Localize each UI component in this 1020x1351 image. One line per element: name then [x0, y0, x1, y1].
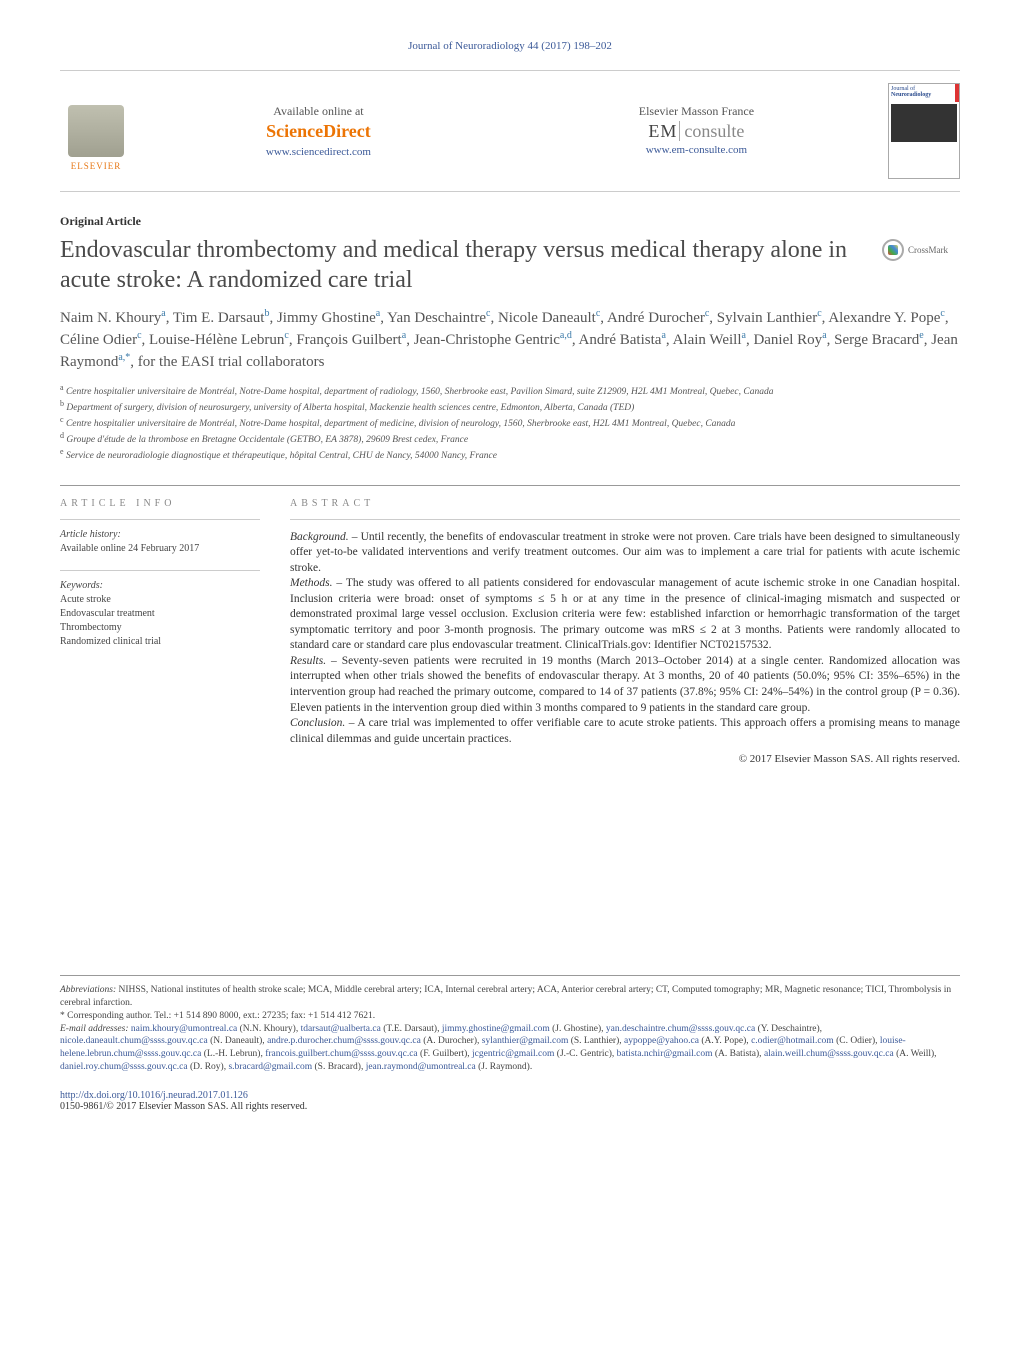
sciencedirect-logo: ScienceDirect: [266, 121, 371, 142]
email-who: (J.-C. Gentric),: [554, 1049, 614, 1059]
email-who: (A. Weill),: [894, 1049, 937, 1059]
abstract-copyright: © 2017 Elsevier Masson SAS. All rights r…: [290, 753, 960, 765]
masson-block: Elsevier Masson France EMconsulte www.em…: [639, 104, 754, 159]
email-link[interactable]: nicole.daneault.chum@ssss.gouv.qc.ca: [60, 1036, 208, 1046]
email-link[interactable]: tdarsaut@ualberta.ca: [301, 1024, 381, 1034]
article-info-column: article info Article history: Available …: [60, 486, 260, 765]
affiliation-line: a Centre hospitalier universitaire de Mo…: [60, 383, 960, 399]
email-who: (D. Roy),: [188, 1062, 227, 1072]
crossmark-label: CrossMark: [908, 245, 948, 255]
available-online-block: Available online at ScienceDirect www.sc…: [266, 104, 371, 159]
email-who: (T.E. Darsaut),: [381, 1024, 440, 1034]
abstract-section: Background. – Until recently, the benefi…: [290, 530, 960, 577]
email-link[interactable]: francois.guilbert.chum@ssss.gouv.qc.ca: [265, 1049, 417, 1059]
email-link[interactable]: yan.deschaintre.chum@ssss.gouv.qc.ca: [606, 1024, 755, 1034]
email-link[interactable]: aypoppe@yahoo.ca: [624, 1036, 699, 1046]
email-who: (N. Daneault),: [208, 1036, 265, 1046]
abstract-heading: abstract: [290, 498, 960, 509]
affiliation-line: d Groupe d'étude de la thrombose en Bret…: [60, 431, 960, 447]
keyword: Thrombectomy: [60, 621, 260, 635]
email-link[interactable]: jimmy.ghostine@gmail.com: [442, 1024, 550, 1034]
corresponding-text: Corresponding author. Tel.: +1 514 890 8…: [67, 1011, 375, 1021]
keywords-label: Keywords:: [60, 579, 260, 593]
affiliation-line: e Service de neuroradiologie diagnostiqu…: [60, 447, 960, 463]
sciencedirect-link[interactable]: www.sciencedirect.com: [266, 146, 371, 158]
email-link[interactable]: alain.weill.chum@ssss.gouv.qc.ca: [764, 1049, 894, 1059]
email-link[interactable]: naim.khoury@umontreal.ca: [131, 1024, 237, 1034]
journal-cover-thumbnail: Journal of Neuroradiology: [888, 83, 960, 179]
footnotes: Abbreviations: NIHSS, National institute…: [60, 976, 960, 1074]
email-link[interactable]: s.bracard@gmail.com: [228, 1062, 312, 1072]
abbrev-text: NIHSS, National institutes of health str…: [60, 985, 951, 1008]
header-band: ELSEVIER Available online at ScienceDire…: [60, 70, 960, 192]
email-link[interactable]: sylanthier@gmail.com: [482, 1036, 569, 1046]
cover-image-icon: [891, 104, 957, 142]
crossmark-icon: [882, 239, 904, 261]
em-logo-em: EM: [648, 121, 677, 141]
abstract-section: Conclusion. – A care trial was implement…: [290, 716, 960, 747]
doi-block: http://dx.doi.org/10.1016/j.neurad.2017.…: [60, 1090, 960, 1112]
email-who: (L.-H. Lebrun),: [201, 1049, 262, 1059]
elsevier-label: ELSEVIER: [71, 161, 122, 171]
article-type: Original Article: [60, 214, 960, 229]
em-consulte-link[interactable]: www.em-consulte.com: [646, 144, 747, 156]
email-who: (S. Bracard),: [312, 1062, 363, 1072]
abbrev-label: Abbreviations:: [60, 985, 116, 995]
abstract-section: Results. – Seventy-seven patients were r…: [290, 654, 960, 716]
article-title: Endovascular thrombectomy and medical th…: [60, 235, 872, 295]
journal-reference: Journal of Neuroradiology 44 (2017) 198–…: [60, 40, 960, 52]
affiliations: a Centre hospitalier universitaire de Mo…: [60, 383, 960, 463]
keyword: Acute stroke: [60, 593, 260, 607]
masson-label: Elsevier Masson France: [639, 104, 754, 119]
email-who: (A. Durocher),: [421, 1036, 480, 1046]
affiliation-line: c Centre hospitalier universitaire de Mo…: [60, 415, 960, 431]
available-label: Available online at: [266, 104, 371, 119]
email-link[interactable]: jean.raymond@umontreal.ca: [366, 1062, 476, 1072]
keyword: Endovascular treatment: [60, 607, 260, 621]
email-who: (S. Lanthier),: [568, 1036, 621, 1046]
email-link[interactable]: andre.p.durocher.chum@ssss.gouv.qc.ca: [267, 1036, 421, 1046]
keyword: Randomized clinical trial: [60, 635, 260, 649]
cover-title2: Neuroradiology: [891, 92, 957, 98]
author-list: Naim N. Khourya, Tim E. Darsautb, Jimmy …: [60, 307, 960, 373]
email-who: (J. Raymond).: [476, 1062, 532, 1072]
emails-label: E-mail addresses:: [60, 1024, 129, 1034]
article-info-heading: article info: [60, 498, 260, 509]
email-who: (Y. Deschaintre),: [755, 1024, 822, 1034]
em-consulte-logo: EMconsulte: [639, 121, 754, 142]
email-who: (F. Guilbert),: [418, 1049, 470, 1059]
crossmark-badge[interactable]: CrossMark: [882, 239, 960, 261]
email-link[interactable]: daniel.roy.chum@ssss.gouv.qc.ca: [60, 1062, 188, 1072]
cover-stripe-icon: [955, 84, 959, 102]
email-who: (A. Batista),: [712, 1049, 761, 1059]
issn-line: 0150-9861/© 2017 Elsevier Masson SAS. Al…: [60, 1101, 307, 1112]
email-who: (J. Ghostine),: [550, 1024, 604, 1034]
email-who: (A.Y. Pope),: [699, 1036, 749, 1046]
email-who: (C. Odier),: [834, 1036, 878, 1046]
em-logo-consulte: consulte: [679, 121, 744, 141]
email-link[interactable]: c.odier@hotmail.com: [751, 1036, 834, 1046]
abstract-section: Methods. – The study was offered to all …: [290, 576, 960, 654]
history-label: Article history:: [60, 528, 260, 542]
email-who: (N.N. Khoury),: [237, 1024, 298, 1034]
email-link[interactable]: jcgentric@gmail.com: [472, 1049, 554, 1059]
elsevier-logo: ELSEVIER: [60, 91, 132, 171]
email-link[interactable]: batista.nchir@gmail.com: [617, 1049, 713, 1059]
history-value: Available online 24 February 2017: [60, 542, 260, 556]
abstract-column: abstract Background. – Until recently, t…: [290, 486, 960, 765]
elsevier-tree-icon: [68, 105, 124, 157]
abstract-body: Background. – Until recently, the benefi…: [290, 519, 960, 747]
doi-link[interactable]: http://dx.doi.org/10.1016/j.neurad.2017.…: [60, 1090, 248, 1101]
affiliation-line: b Department of surgery, division of neu…: [60, 399, 960, 415]
